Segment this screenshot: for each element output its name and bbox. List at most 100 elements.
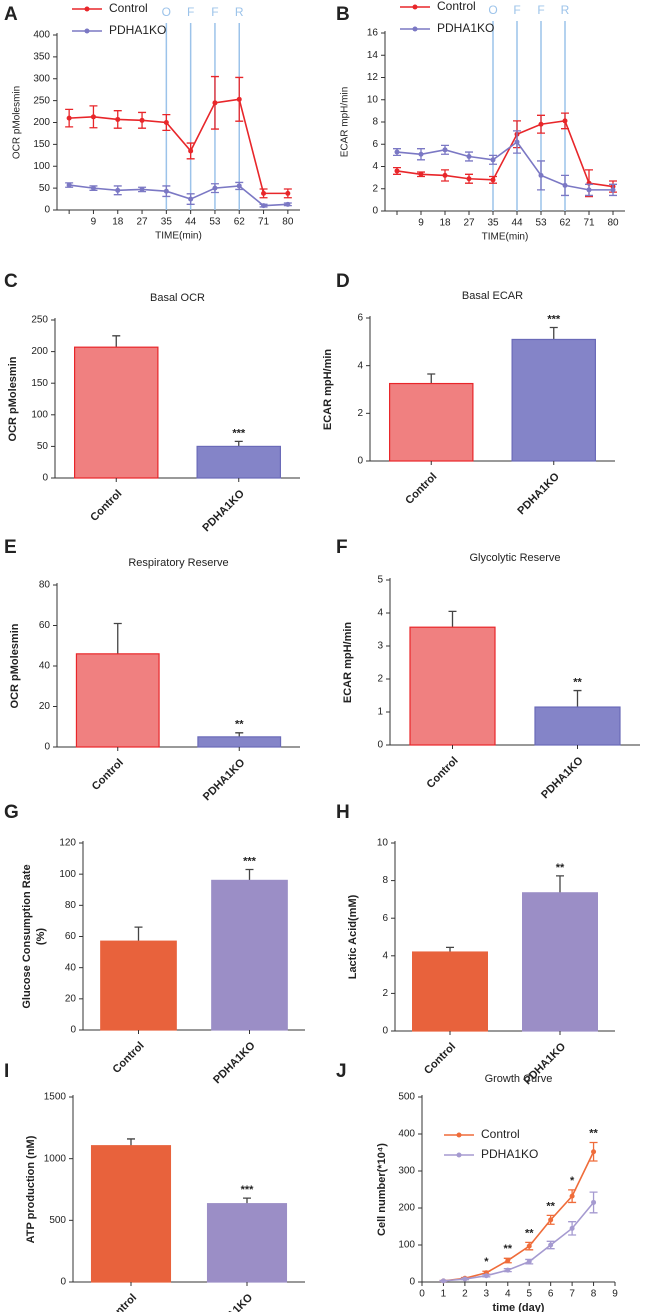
error-bar xyxy=(573,689,582,708)
x-tick-label: 27 xyxy=(463,218,475,229)
y-tick-label: 0 xyxy=(70,1025,76,1036)
x-tick-label: 9 xyxy=(418,218,424,229)
y-tick-label: 0 xyxy=(60,1277,66,1288)
x-axis-label: TIME(min) xyxy=(155,231,202,242)
y-axis-label: ECAR mpH/min xyxy=(342,622,354,704)
point xyxy=(548,1242,554,1248)
significance-label: ** xyxy=(503,1243,512,1255)
series-line xyxy=(69,98,288,195)
point xyxy=(466,176,472,182)
point xyxy=(442,172,448,178)
panel-label: B xyxy=(336,4,350,25)
significance-label: ** xyxy=(556,862,565,874)
y-tick-label: 200 xyxy=(31,346,48,357)
y-tick-label: 4 xyxy=(357,360,363,371)
y-tick-label: 0 xyxy=(409,1277,415,1288)
y-tick-label: 250 xyxy=(33,95,50,106)
significance-label: *** xyxy=(243,855,257,867)
x-tick-label: 8 xyxy=(591,1289,597,1300)
point xyxy=(163,188,169,194)
x-tick-label: Control xyxy=(422,1041,458,1077)
phase-label: R xyxy=(235,5,244,19)
bar xyxy=(211,879,288,1031)
legend-marker xyxy=(84,28,90,34)
y-tick-label: 50 xyxy=(37,441,49,452)
point xyxy=(569,1225,575,1231)
legend-label: PDHA1KO xyxy=(481,1147,538,1161)
y-tick-label: 200 xyxy=(398,1203,415,1214)
error-bar xyxy=(235,732,244,737)
x-tick-label: Control xyxy=(403,471,439,507)
x-tick-label: 71 xyxy=(583,218,595,229)
point xyxy=(90,185,96,191)
bar xyxy=(389,382,474,462)
error-bar xyxy=(556,875,564,893)
y-tick-label: 14 xyxy=(367,50,379,61)
phase-label: O xyxy=(162,5,171,19)
bar xyxy=(409,626,496,746)
error-bar xyxy=(448,610,457,628)
y-tick-label: 250 xyxy=(31,315,48,326)
y-tick-label: 6 xyxy=(372,139,378,150)
error-bar xyxy=(446,946,454,953)
y-tick-label: 60 xyxy=(65,931,77,942)
phase-label: F xyxy=(187,5,194,19)
legend-label: PDHA1KO xyxy=(437,21,494,35)
legend-label: Control xyxy=(481,1127,520,1141)
phase-label: F xyxy=(211,5,218,19)
x-tick-label: Control xyxy=(111,1040,147,1076)
x-tick-label: 7 xyxy=(569,1289,575,1300)
x-tick-label: 44 xyxy=(511,218,523,229)
x-tick-label: 53 xyxy=(209,217,221,228)
x-tick-label: PDHA1KO xyxy=(209,1291,256,1312)
point xyxy=(483,1273,489,1279)
significance-label: ** xyxy=(546,1200,555,1212)
y-tick-label: 6 xyxy=(382,913,388,924)
bar xyxy=(521,892,598,1032)
point xyxy=(514,139,520,145)
y-axis-label: ECAR mpH/min xyxy=(340,87,351,158)
panel-label: I xyxy=(4,1061,9,1082)
y-axis-label: Glucose Consumption Rate xyxy=(21,864,33,1008)
panel-label: D xyxy=(336,271,350,292)
y-tick-label: 400 xyxy=(398,1129,415,1140)
y-tick-label: 0 xyxy=(44,205,50,216)
y-tick-label: 0 xyxy=(357,456,363,467)
y-tick-label: 0 xyxy=(44,742,50,753)
y-tick-label: 4 xyxy=(382,950,388,961)
significance-label: * xyxy=(484,1256,489,1268)
x-tick-label: 80 xyxy=(607,218,619,229)
error-bar xyxy=(245,868,254,881)
panel-label: C xyxy=(4,271,18,292)
point xyxy=(538,172,544,178)
y-tick-label: 300 xyxy=(33,73,50,84)
x-tick-label: 62 xyxy=(234,217,246,228)
point xyxy=(261,190,267,196)
panel-label: J xyxy=(336,1061,347,1082)
y-tick-label: 3 xyxy=(377,641,383,652)
x-tick-label: 44 xyxy=(185,217,197,228)
y-tick-label: 0 xyxy=(42,473,48,484)
error-bar xyxy=(427,373,436,384)
x-tick-label: 0 xyxy=(419,1289,425,1300)
y-axis-label: Lactic Acid(mM) xyxy=(347,894,359,979)
phase-label: R xyxy=(561,3,570,17)
bar xyxy=(90,1145,172,1283)
x-tick-label: 2 xyxy=(462,1289,468,1300)
y-tick-label: 5 xyxy=(377,575,383,586)
point xyxy=(548,1217,554,1223)
significance-label: ** xyxy=(573,676,582,688)
chart-title: Basal ECAR xyxy=(462,290,523,302)
panel-label: H xyxy=(336,802,350,823)
point xyxy=(591,1149,597,1155)
panel-label: F xyxy=(336,537,348,558)
y-tick-label: 20 xyxy=(39,701,51,712)
point xyxy=(394,168,400,174)
x-tick-label: 1 xyxy=(441,1289,447,1300)
bar xyxy=(73,346,159,479)
y-tick-label: 350 xyxy=(33,52,50,63)
point xyxy=(442,147,448,153)
point xyxy=(538,121,544,127)
y-tick-label: 4 xyxy=(372,161,378,172)
y-tick-label: 300 xyxy=(398,1166,415,1177)
